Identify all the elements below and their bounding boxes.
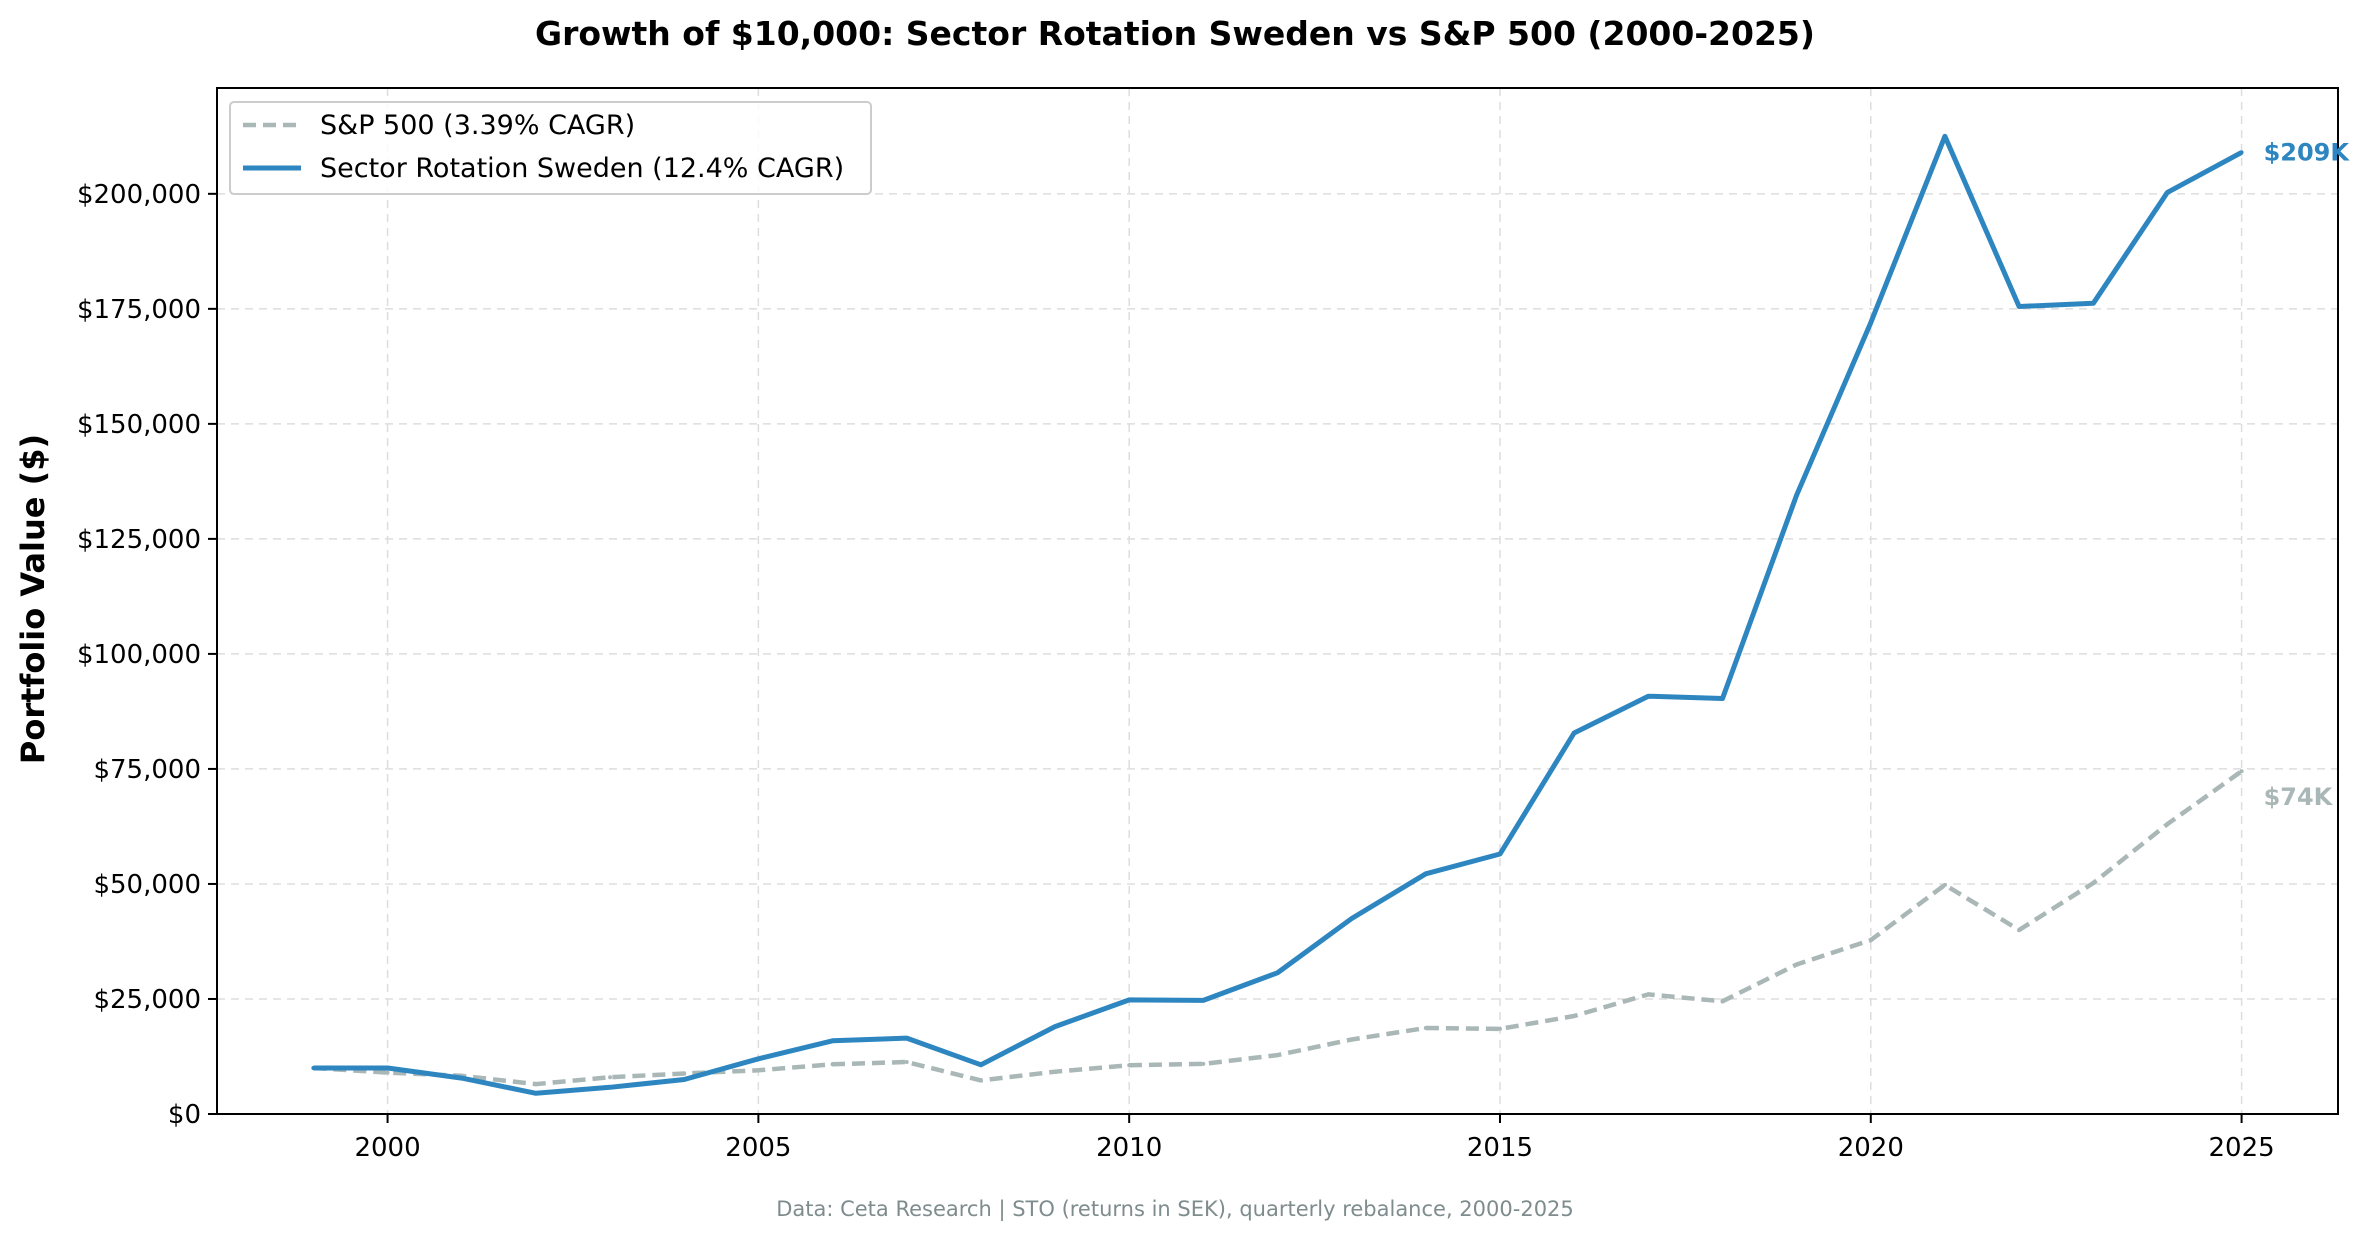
y-tick-label: $125,000: [77, 525, 201, 555]
data-point-sp500: [608, 1075, 613, 1080]
series-line-sector-rotation: [313, 133, 2243, 1096]
data-point-sp500: [1201, 1061, 1206, 1066]
data-point-sector-rotation: [459, 1076, 464, 1081]
data-point-sp500: [1349, 1037, 1354, 1042]
data-point-sp500: [1868, 938, 1873, 943]
data-point-sp500: [1423, 1025, 1428, 1030]
data-point-sp500: [756, 1068, 761, 1073]
legend-label-sector-rotation: Sector Rotation Sweden (12.4% CAGR): [320, 153, 844, 184]
data-point-sp500: [1646, 992, 1651, 997]
x-tick-label: 2010: [1096, 1133, 1162, 1163]
data-point-sector-rotation: [2165, 190, 2170, 195]
data-point-sp500: [1275, 1053, 1280, 1058]
series-lines: [311, 133, 2244, 1096]
data-point-sector-rotation: [1275, 970, 1280, 975]
y-tick-label: $150,000: [77, 410, 201, 440]
x-tick-label: 2025: [2209, 1133, 2275, 1163]
y-tick-label: $75,000: [93, 755, 201, 785]
data-point-sector-rotation: [978, 1062, 983, 1067]
data-point-sector-rotation: [1127, 997, 1132, 1002]
data-point-sp500: [1497, 1026, 1502, 1031]
data-point-sp500: [2239, 769, 2244, 774]
data-point-sp500: [2017, 927, 2022, 932]
y-tick-label: $0: [168, 1100, 201, 1130]
data-point-sp500: [2165, 822, 2170, 827]
y-tick-label: $175,000: [77, 295, 201, 325]
data-point-sp500: [1794, 962, 1799, 967]
data-point-sector-rotation: [756, 1056, 761, 1061]
data-point-sector-rotation: [608, 1085, 613, 1090]
data-point-sector-rotation: [533, 1091, 538, 1096]
legend: S&P 500 (3.39% CAGR) Sector Rotation Swe…: [229, 101, 872, 195]
data-point-sector-rotation: [1868, 320, 1873, 325]
data-point-sector-rotation: [1942, 134, 1947, 139]
end-label-sp500: $74K: [2264, 783, 2334, 811]
x-tick-label: 2005: [725, 1133, 791, 1163]
x-tick-label: 2020: [1838, 1133, 1904, 1163]
data-point-sector-rotation: [1349, 916, 1354, 921]
footnote: Data: Ceta Research | STO (returns in SE…: [776, 1197, 1574, 1222]
data-point-sp500: [1572, 1014, 1577, 1019]
series-line-sp500: [313, 769, 2243, 1087]
data-point-sector-rotation: [1053, 1024, 1058, 1029]
chart-title: Growth of $10,000: Sector Rotation Swede…: [535, 14, 1815, 53]
data-point-sector-rotation: [2017, 304, 2022, 309]
data-point-sector-rotation: [904, 1036, 909, 1041]
data-point-sp500: [978, 1078, 983, 1083]
end-label-sector-rotation: $209K: [2264, 138, 2351, 166]
data-point-sp500: [682, 1071, 687, 1076]
axis-ticks: 2000 2005 2010 2015 2020 2025 $0 $25,000 $50,000…: [77, 180, 2275, 1163]
data-point-sp500: [1053, 1069, 1058, 1074]
data-point-sector-rotation: [1201, 998, 1206, 1003]
data-point-sp500: [2091, 881, 2096, 886]
data-point-sp500: [385, 1070, 390, 1075]
data-point-sector-rotation: [385, 1065, 390, 1070]
data-point-sector-rotation: [1720, 696, 1725, 701]
data-point-sector-rotation: [1572, 731, 1577, 736]
y-tick-label: $100,000: [77, 640, 201, 670]
end-value-labels: $74K $209K: [2264, 138, 2351, 811]
grid-lines: [217, 88, 2338, 1115]
data-point-sector-rotation: [2091, 301, 2096, 306]
x-tick-label: 2015: [1467, 1133, 1533, 1163]
data-point-sp500: [1720, 999, 1725, 1004]
data-point-sector-rotation: [1646, 694, 1651, 699]
data-point-sector-rotation: [830, 1038, 835, 1043]
y-tick-label: $50,000: [93, 870, 201, 900]
data-point-sp500: [1127, 1063, 1132, 1068]
legend-label-sp500: S&P 500 (3.39% CAGR): [320, 110, 635, 141]
plot-frame: [216, 87, 2339, 1115]
y-tick-label: $200,000: [77, 180, 201, 210]
y-tick-label: $25,000: [93, 985, 201, 1015]
data-point-sector-rotation: [682, 1077, 687, 1082]
legend-box: [229, 101, 872, 195]
data-point-sector-rotation: [311, 1065, 316, 1070]
data-point-sector-rotation: [2239, 150, 2244, 155]
data-point-sp500: [1942, 882, 1947, 887]
data-point-sp500: [830, 1062, 835, 1067]
data-point-sp500: [904, 1060, 909, 1065]
data-point-sector-rotation: [1794, 493, 1799, 498]
data-point-sector-rotation: [1497, 852, 1502, 857]
x-tick-label: 2000: [354, 1133, 420, 1163]
data-point-sp500: [533, 1082, 538, 1087]
y-axis-label: Portfolio Value ($): [14, 434, 52, 764]
data-point-sector-rotation: [1423, 871, 1428, 876]
